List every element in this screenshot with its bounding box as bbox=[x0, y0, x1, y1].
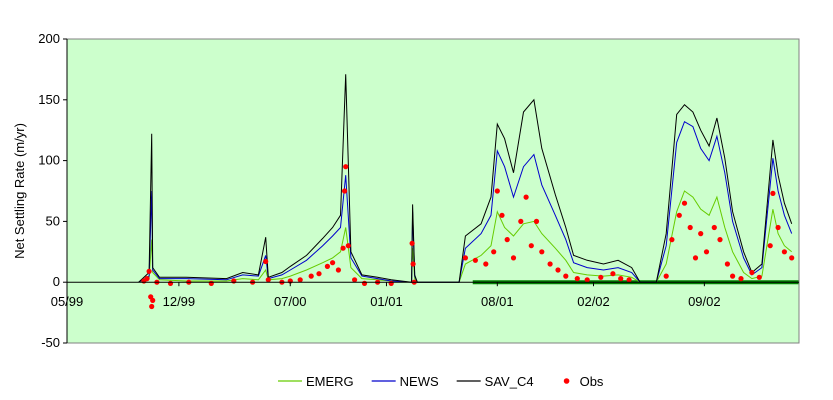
obs-point bbox=[687, 224, 693, 231]
obs-point bbox=[388, 280, 394, 286]
obs-point bbox=[409, 240, 415, 246]
obs-point bbox=[767, 243, 773, 249]
obs-point bbox=[730, 273, 736, 279]
obs-point bbox=[144, 276, 150, 282]
obs-point bbox=[555, 267, 561, 273]
obs-point bbox=[324, 263, 330, 269]
obs-point bbox=[711, 224, 717, 231]
legend-label: EMERG bbox=[306, 374, 354, 389]
legend: EMERG NEWS SAV_C4 Obs bbox=[278, 374, 604, 389]
y-tick-label: 150 bbox=[38, 92, 60, 107]
x-tick-label: 07/00 bbox=[274, 294, 307, 309]
obs-point bbox=[563, 273, 569, 279]
legend-label: Obs bbox=[580, 374, 604, 389]
x-tick-label: 08/01 bbox=[481, 294, 514, 309]
obs-point bbox=[472, 257, 478, 263]
y-axis: -50 0 50 100 150 200 bbox=[38, 31, 67, 350]
legend-item-news: NEWS bbox=[371, 374, 439, 389]
obs-point bbox=[462, 255, 468, 261]
obs-point bbox=[491, 249, 497, 255]
legend-label: NEWS bbox=[400, 374, 439, 389]
x-tick-label: 02/02 bbox=[577, 294, 610, 309]
obs-point bbox=[316, 271, 322, 277]
obs-point bbox=[681, 200, 688, 206]
legend-label: SAV_C4 bbox=[485, 374, 534, 389]
obs-point bbox=[770, 190, 776, 196]
legend-item-emerg: EMERG bbox=[278, 374, 354, 389]
x-tick-label: 05/99 bbox=[51, 294, 84, 309]
obs-point bbox=[724, 261, 731, 267]
legend-item-obs: Obs bbox=[563, 374, 604, 389]
obs-point bbox=[756, 274, 762, 280]
obs-point bbox=[263, 258, 269, 265]
obs-point bbox=[547, 261, 553, 267]
obs-point bbox=[308, 273, 314, 279]
y-tick-label: 50 bbox=[46, 213, 60, 228]
legend-marker bbox=[563, 378, 570, 384]
obs-point bbox=[692, 255, 699, 261]
obs-point bbox=[410, 261, 416, 267]
obs-point bbox=[342, 188, 348, 194]
obs-point bbox=[265, 277, 271, 283]
obs-point bbox=[352, 277, 358, 283]
obs-point bbox=[343, 164, 349, 170]
obs-point bbox=[775, 224, 781, 231]
obs-point bbox=[669, 237, 675, 243]
obs-point bbox=[483, 261, 489, 267]
x-tick-label: 12/99 bbox=[163, 294, 196, 309]
y-tick-label: 0 bbox=[53, 274, 60, 289]
obs-point bbox=[618, 276, 624, 282]
obs-point bbox=[698, 231, 704, 237]
x-tick-label: 09/02 bbox=[688, 294, 721, 309]
y-tick-label: 100 bbox=[38, 153, 60, 168]
y-tick-label: 200 bbox=[38, 31, 60, 46]
obs-point bbox=[335, 267, 341, 273]
obs-point bbox=[231, 278, 237, 284]
legend-item-sav_c4: SAV_C4 bbox=[456, 374, 534, 389]
obs-point bbox=[610, 271, 616, 277]
obs-point bbox=[533, 218, 540, 224]
obs-point bbox=[738, 276, 744, 282]
plot-area bbox=[66, 38, 800, 344]
obs-point bbox=[663, 273, 669, 279]
obs-point bbox=[523, 194, 529, 200]
obs-point bbox=[510, 255, 517, 261]
obs-point bbox=[717, 237, 723, 243]
obs-point bbox=[598, 274, 604, 280]
obs-point bbox=[789, 255, 795, 261]
obs-point bbox=[340, 245, 346, 251]
y-tick-label: -50 bbox=[41, 335, 60, 350]
y-axis-title: Net Settling Rate (m/yr) bbox=[12, 123, 27, 259]
obs-point bbox=[361, 280, 368, 286]
obs-point bbox=[149, 303, 155, 310]
obs-point bbox=[781, 249, 788, 255]
obs-point bbox=[499, 212, 505, 218]
obs-point bbox=[504, 237, 510, 243]
obs-point bbox=[574, 276, 580, 282]
obs-point bbox=[518, 218, 524, 224]
obs-point bbox=[146, 268, 152, 274]
x-tick-label: 01/01 bbox=[370, 294, 403, 309]
obs-point bbox=[345, 243, 351, 249]
obs-point bbox=[330, 260, 336, 266]
x-axis: 05/99 12/99 07/00 01/01 08/01 02/02 09/02 bbox=[51, 282, 721, 309]
obs-point bbox=[528, 243, 534, 249]
obs-point bbox=[539, 249, 545, 255]
obs-point bbox=[297, 277, 303, 283]
obs-point bbox=[167, 280, 174, 286]
obs-point bbox=[626, 277, 632, 283]
obs-point bbox=[703, 249, 710, 255]
obs-point bbox=[208, 280, 214, 286]
obs-point bbox=[494, 188, 500, 194]
obs-point bbox=[150, 297, 156, 303]
obs-point bbox=[749, 269, 755, 276]
obs-point bbox=[676, 212, 682, 218]
obs-point bbox=[584, 277, 590, 283]
